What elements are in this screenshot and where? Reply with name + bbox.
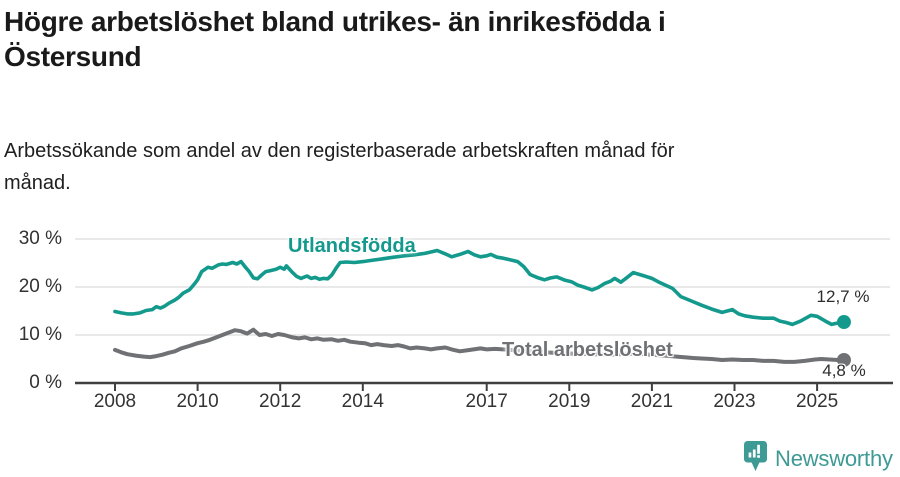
y-tick-label: 30 % — [18, 228, 62, 249]
series-label-utlandsfodda: Utlandsfödda — [288, 235, 416, 257]
x-tick-label: 2010 — [176, 391, 219, 412]
series-line-total — [113, 327, 846, 364]
x-tick-label: 2017 — [465, 391, 508, 412]
series-label-total-arbetsloshet: Total arbetslöshet — [502, 339, 673, 361]
series-end-dot-utlandsfodda — [836, 315, 851, 330]
y-tick-label: 20 % — [18, 276, 62, 297]
newsworthy-logo-icon — [744, 441, 767, 477]
end-value-label-total: 4,8 % — [822, 361, 866, 380]
x-tick-label: 2008 — [93, 391, 137, 412]
page-title: Högre arbetslöshet bland utrikes- än inr… — [4, 6, 666, 72]
newsworthy-logo-text: Newsworthy — [775, 446, 893, 471]
x-tick-label: 2021 — [630, 391, 674, 412]
end-value-label-utlandsfodda: 12,7 % — [816, 287, 870, 306]
series-end-dot-total — [836, 352, 851, 367]
x-tick-label: 2014 — [341, 391, 384, 412]
newsworthy-logo: Newsworthy — [744, 441, 893, 477]
chart-subtitle: Arbetssökande som andel av den registerb… — [4, 140, 675, 195]
series-line-utlandsfodda — [113, 248, 846, 327]
x-tick-label: 2023 — [713, 391, 756, 412]
x-tick-label: 2025 — [795, 391, 839, 412]
x-tick-label: 2019 — [548, 391, 591, 412]
x-tick-label: 2012 — [259, 391, 302, 412]
y-tick-label: 0 % — [29, 372, 62, 393]
y-tick-label: 10 % — [18, 324, 62, 345]
